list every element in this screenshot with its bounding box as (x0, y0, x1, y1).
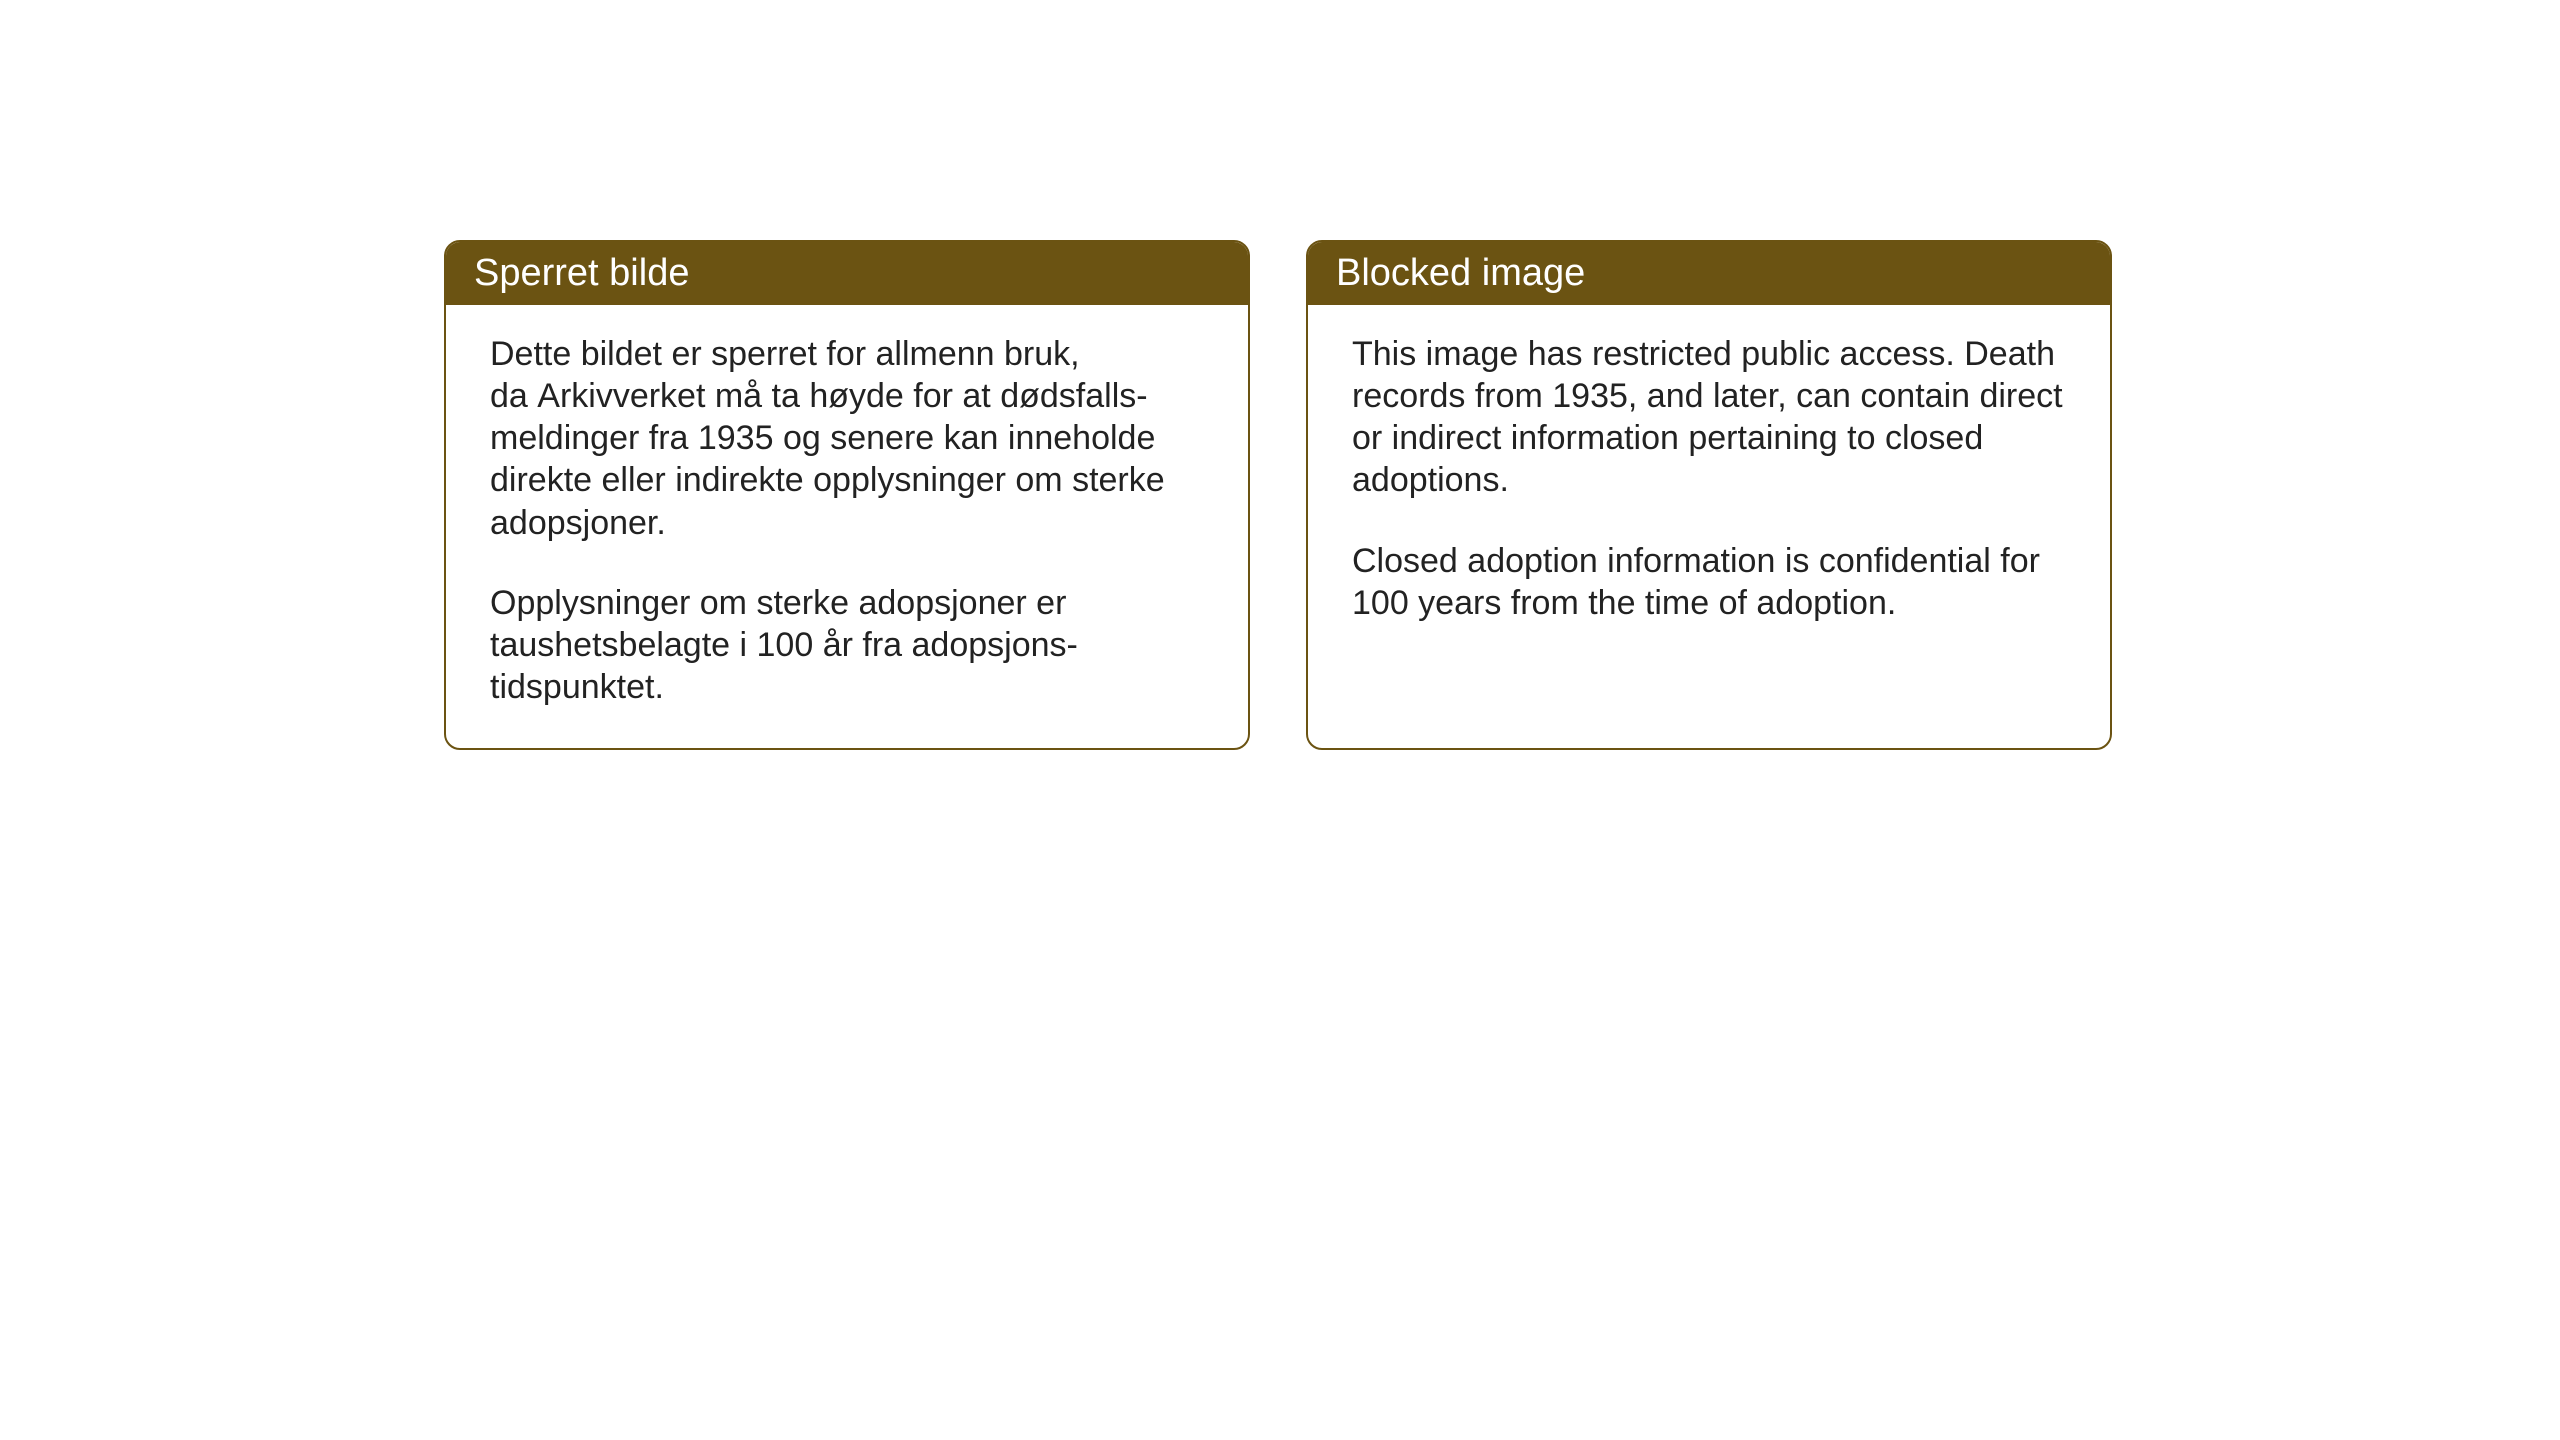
notice-container: Sperret bilde Dette bildet er sperret fo… (444, 240, 2112, 750)
notice-paragraph: Closed adoption information is confident… (1352, 540, 2066, 624)
notice-paragraph: Opplysninger om sterke adopsjoner er tau… (490, 582, 1204, 708)
notice-body-norwegian: Dette bildet er sperret for allmenn bruk… (446, 305, 1248, 748)
notice-box-norwegian: Sperret bilde Dette bildet er sperret fo… (444, 240, 1250, 750)
notice-paragraph: Dette bildet er sperret for allmenn bruk… (490, 333, 1204, 544)
notice-header-norwegian: Sperret bilde (446, 242, 1248, 305)
notice-paragraph: This image has restricted public access.… (1352, 333, 2066, 502)
notice-box-english: Blocked image This image has restricted … (1306, 240, 2112, 750)
notice-header-english: Blocked image (1308, 242, 2110, 305)
notice-body-english: This image has restricted public access.… (1308, 305, 2110, 664)
